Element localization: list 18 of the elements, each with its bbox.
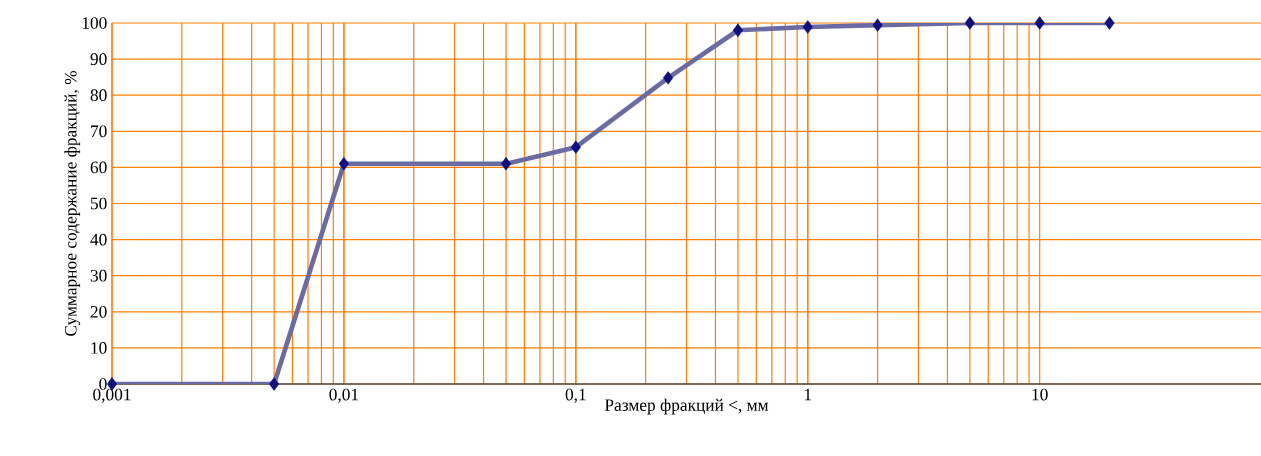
y-tick-label: 60 [90, 161, 107, 174]
x-tick-label: 1 [804, 388, 812, 401]
x-tick-label: 10 [1032, 388, 1048, 401]
x-tick-label: 0,001 [93, 388, 131, 403]
x-tick-label: 0,01 [329, 388, 359, 403]
y-tick-label: 20 [90, 305, 107, 318]
y-axis-title: Суммарное содержание фракций, % [64, 71, 81, 336]
y-tick-label: 70 [91, 125, 107, 138]
x-tick-label: 0,1 [565, 388, 586, 403]
x-axis-title: Размер фракций <, мм [604, 398, 769, 415]
y-tick-label: 10 [91, 342, 107, 354]
y-tick-label: 80 [90, 89, 107, 102]
y-tick-label: 100 [82, 17, 107, 29]
y-tick-label: 40 [90, 233, 107, 246]
y-tick-label: 90 [90, 53, 107, 65]
y-tick-label: 50 [90, 197, 107, 210]
y-tick-label: 0 [99, 378, 107, 390]
y-tick-label: 30 [90, 269, 107, 282]
